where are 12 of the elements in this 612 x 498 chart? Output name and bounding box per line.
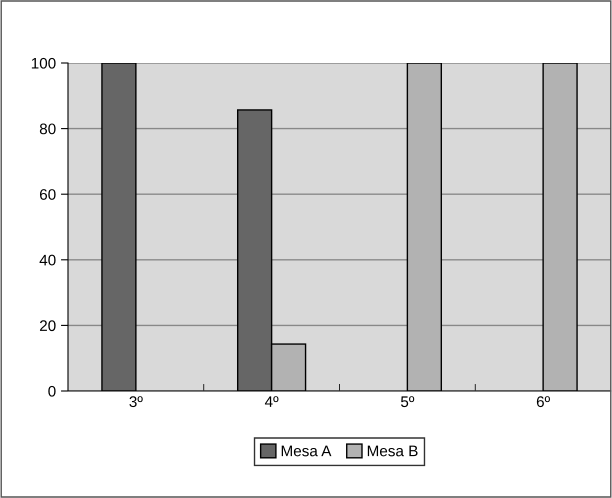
y-tick-label: 40 [40,254,56,266]
y-tick-label: 100 [32,58,56,69]
legend-label: Mesa B [368,446,418,456]
y-tick-label: 20 [40,320,56,332]
x-tick-label: 5º [400,396,414,408]
y-tick-label: 80 [40,123,56,134]
y-tick-label: 60 [40,189,56,200]
x-tick-label: 6º [536,396,550,408]
y-tick-label: 0 [48,386,56,397]
legend-label: Mesa A [282,446,332,456]
x-tick-label: 3º [129,396,143,408]
x-tick-label: 4º [264,396,278,407]
